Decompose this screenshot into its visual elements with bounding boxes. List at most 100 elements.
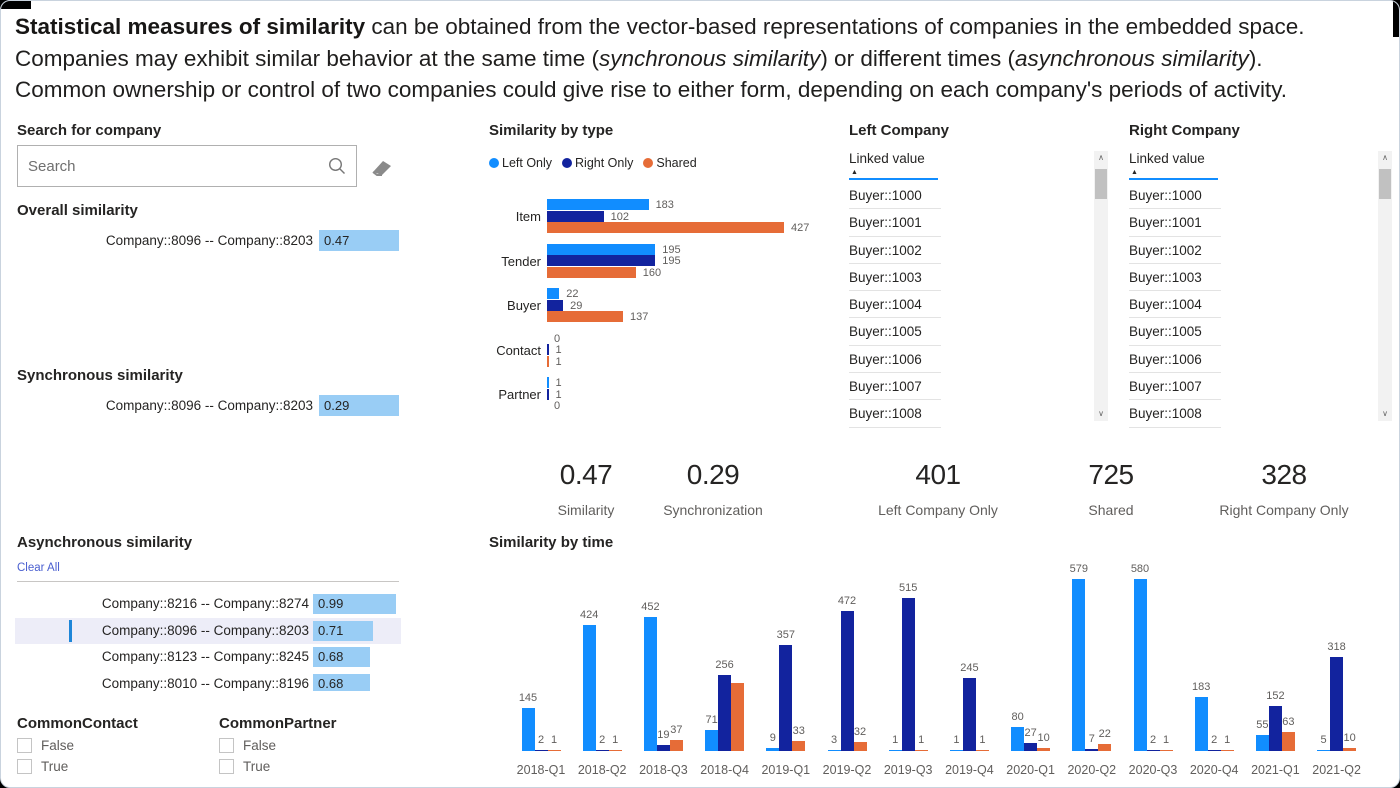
list-item[interactable]: Buyer::1001 xyxy=(849,209,941,237)
list-item[interactable]: Buyer::1004 xyxy=(1129,291,1221,319)
bar-right-only[interactable] xyxy=(1207,749,1221,751)
bar-left-only[interactable] xyxy=(547,288,560,299)
bar-right-only[interactable] xyxy=(534,749,548,751)
bar-right-only[interactable] xyxy=(718,675,732,751)
bar-left-only[interactable] xyxy=(1317,749,1331,751)
checkbox-option-false[interactable]: False xyxy=(219,738,409,753)
bar-right-only[interactable] xyxy=(1024,742,1038,751)
bar-shared[interactable] xyxy=(914,749,928,751)
bar-left-only[interactable] xyxy=(582,625,596,751)
bar-right-only[interactable] xyxy=(840,611,854,751)
bar-shared[interactable] xyxy=(1343,748,1357,751)
checkbox[interactable] xyxy=(17,759,32,774)
bar-left-only[interactable] xyxy=(521,708,535,751)
bar-shared[interactable] xyxy=(1098,744,1112,751)
bar-right-only[interactable] xyxy=(1146,749,1160,751)
column-header[interactable]: Linked value xyxy=(849,151,925,166)
bar-shared[interactable] xyxy=(1281,732,1295,751)
list-item[interactable]: Buyer::1006 xyxy=(1129,346,1221,374)
async-similarity-row[interactable]: Company::8010 -- Company::8196 0.68 xyxy=(15,671,401,691)
bar-shared[interactable] xyxy=(1159,749,1173,751)
checkbox[interactable] xyxy=(219,738,234,753)
checkbox-option-true[interactable]: True xyxy=(17,759,207,774)
list-item[interactable]: Buyer::1000 xyxy=(1129,182,1221,210)
bar-left-only[interactable] xyxy=(766,748,780,751)
list-item[interactable]: Buyer::1005 xyxy=(1129,318,1221,346)
eraser-icon[interactable] xyxy=(369,156,395,178)
list-item[interactable]: Buyer::1008 xyxy=(849,400,941,428)
search-input[interactable] xyxy=(28,146,318,186)
bar-shared[interactable] xyxy=(547,222,784,233)
legend-item[interactable]: Left Only xyxy=(489,156,552,170)
async-similarity-row[interactable]: Company::8123 -- Company::8245 0.68 xyxy=(15,644,401,671)
bar-shared[interactable] xyxy=(547,266,636,278)
bar-right-only[interactable] xyxy=(779,645,793,751)
bar-right-only[interactable] xyxy=(595,749,609,751)
bar-shared[interactable] xyxy=(792,741,806,751)
bar-left-only[interactable] xyxy=(888,749,902,751)
list-item[interactable]: Buyer::1007 xyxy=(1129,373,1221,401)
bar-left-only[interactable] xyxy=(547,377,549,388)
bar-shared[interactable] xyxy=(1220,749,1234,751)
bar-left-only[interactable] xyxy=(827,749,841,751)
bar-left-only[interactable] xyxy=(1133,579,1147,751)
bar-right-only[interactable] xyxy=(547,255,656,266)
checkbox-option-false[interactable]: False xyxy=(17,738,207,753)
bar-shared[interactable] xyxy=(975,749,989,751)
bar-left-only[interactable] xyxy=(705,729,719,751)
bar-right-only[interactable] xyxy=(1085,748,1099,751)
scrollbar-thumb[interactable] xyxy=(1095,169,1107,199)
bar-right-only[interactable] xyxy=(547,344,549,355)
bar-shared[interactable] xyxy=(547,355,549,367)
clear-all-link[interactable]: Clear All xyxy=(17,562,60,574)
search-icon[interactable] xyxy=(326,155,348,177)
scroll-down-icon[interactable]: ∨ xyxy=(1382,409,1388,418)
legend-item[interactable]: Right Only xyxy=(562,156,633,170)
bar-right-only[interactable] xyxy=(962,678,976,751)
list-item[interactable]: Buyer::1000 xyxy=(849,182,941,210)
synchronous-similarity-row[interactable]: Company::8096 -- Company::8203 0.29 xyxy=(15,395,399,417)
list-item[interactable]: Buyer::1001 xyxy=(1129,209,1221,237)
bar-right-only[interactable] xyxy=(547,210,604,222)
bar-shared[interactable] xyxy=(1037,748,1051,751)
list-item[interactable]: Buyer::1002 xyxy=(1129,237,1221,264)
bar-left-only[interactable] xyxy=(1072,579,1086,751)
list-item[interactable]: Buyer::1002 xyxy=(849,237,941,264)
bar-right-only[interactable] xyxy=(656,745,670,751)
bar-shared[interactable] xyxy=(669,740,683,751)
scrollbar[interactable]: ∧ ∨ xyxy=(1378,151,1392,421)
async-similarity-row[interactable]: Company::8216 -- Company::8274 0.99 xyxy=(15,591,401,618)
checkbox[interactable] xyxy=(17,738,32,753)
bar-left-only[interactable] xyxy=(949,749,963,751)
bar-left-only[interactable] xyxy=(643,616,657,751)
scroll-up-icon[interactable]: ∧ xyxy=(1382,153,1388,162)
bar-right-only[interactable] xyxy=(547,388,549,400)
scrollbar-thumb[interactable] xyxy=(1379,169,1391,199)
list-item[interactable]: Buyer::1007 xyxy=(849,373,941,401)
bar-right-only[interactable] xyxy=(1330,656,1344,751)
scroll-down-icon[interactable]: ∨ xyxy=(1098,409,1104,418)
list-item[interactable]: Buyer::1003 xyxy=(1129,264,1221,292)
overall-similarity-row[interactable]: Company::8096 -- Company::8203 0.47 xyxy=(15,230,399,252)
list-item[interactable]: Buyer::1006 xyxy=(849,346,941,374)
async-similarity-row[interactable]: Company::8096 -- Company::8203 0.71 xyxy=(15,617,401,644)
bar-shared[interactable] xyxy=(608,749,622,751)
list-item[interactable]: Buyer::1005 xyxy=(849,318,941,346)
bar-shared[interactable] xyxy=(547,749,561,751)
bar-left-only[interactable] xyxy=(1194,696,1208,751)
column-header[interactable]: Linked value xyxy=(1129,151,1205,166)
bar-right-only[interactable] xyxy=(901,598,915,751)
list-item[interactable]: Buyer::1008 xyxy=(1129,400,1221,428)
checkbox-option-true[interactable]: True xyxy=(219,759,409,774)
bar-left-only[interactable] xyxy=(547,199,649,210)
bar-left-only[interactable] xyxy=(547,243,656,255)
list-item[interactable]: Buyer::1004 xyxy=(849,291,941,319)
scrollbar[interactable]: ∧ ∨ xyxy=(1094,151,1108,421)
bar-shared[interactable] xyxy=(853,741,867,751)
bar-left-only[interactable] xyxy=(1255,734,1269,751)
bar-right-only[interactable] xyxy=(1268,705,1282,751)
checkbox[interactable] xyxy=(219,759,234,774)
bar-shared[interactable] xyxy=(731,682,745,751)
bar-right-only[interactable] xyxy=(547,299,564,311)
list-item[interactable]: Buyer::1003 xyxy=(849,264,941,292)
